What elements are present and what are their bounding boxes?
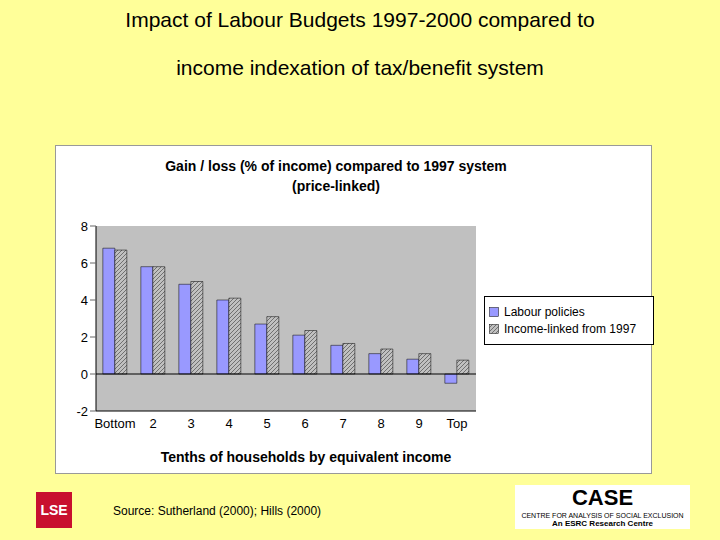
svg-text:Tenths of households by equiva: Tenths of households by equivalent incom…: [161, 449, 452, 465]
svg-text:8: 8: [81, 219, 88, 234]
svg-text:0: 0: [81, 367, 88, 382]
html-text:Gain / loss (% of income) comp: Gain / loss (% of income) compared to 19…: [165, 158, 507, 194]
svg-text:4: 4: [225, 416, 232, 431]
html-text:Source: Sutherland (2000); Hil: Source: Sutherland (2000); Hills (2000): [113, 504, 322, 518]
html-text:Impact of Labour Budgets 1997-: Impact of Labour Budgets 1997-2000 compa…: [125, 8, 595, 31]
html-text:LSE: LSE: [40, 502, 68, 518]
html-text:Labour policies: Labour policies: [504, 305, 585, 319]
html-text:income indexation of tax/benef: income indexation of tax/benefit system: [176, 56, 544, 79]
svg-text:2: 2: [81, 330, 88, 345]
svg-text:9: 9: [415, 416, 422, 431]
svg-text:2: 2: [149, 416, 156, 431]
svg-text:7: 7: [339, 416, 346, 431]
html-text:Income-linked from 1997: Income-linked from 1997: [504, 322, 637, 336]
html-text:An ESRC Research Centre: An ESRC Research Centre: [552, 519, 653, 528]
html-text:CASE: CASE: [571, 485, 634, 510]
svg-text:-2: -2: [76, 404, 88, 419]
svg-text:Top: Top: [447, 416, 468, 431]
svg-text:6: 6: [301, 416, 308, 431]
html-text:CENTRE FOR ANALYSIS OF SOCIAL: CENTRE FOR ANALYSIS OF SOCIAL EXCLUSION: [521, 512, 684, 519]
svg-text:3: 3: [187, 416, 194, 431]
svg-text:4: 4: [81, 293, 88, 308]
svg-text:6: 6: [81, 256, 88, 271]
svg-text:5: 5: [263, 416, 270, 431]
svg-text:8: 8: [377, 416, 384, 431]
svg-text:Bottom: Bottom: [94, 416, 135, 431]
